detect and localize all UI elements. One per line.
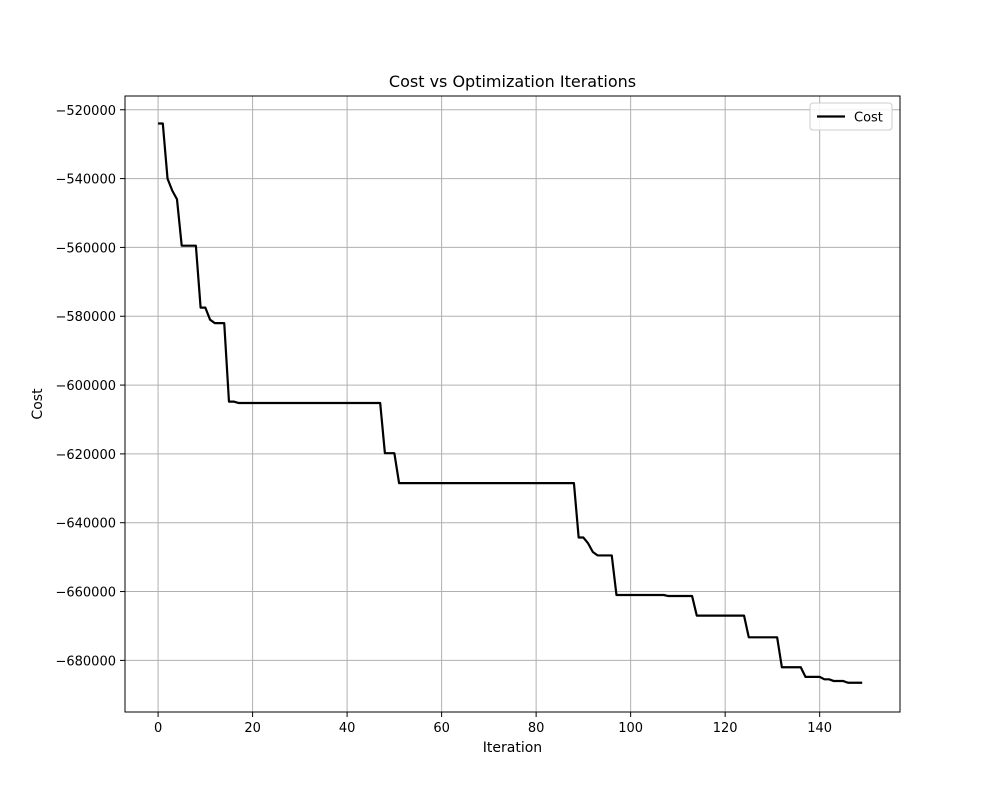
y-tick-label: −580000 (55, 310, 116, 325)
x-tick-label: 80 (528, 721, 545, 736)
x-tick-label: 0 (154, 721, 162, 736)
x-tick-label: 60 (433, 721, 450, 736)
plot-frame (124, 95, 901, 713)
x-axis-label: Iteration (483, 740, 542, 756)
y-tick-label: −640000 (55, 517, 116, 532)
y-tick-label: −600000 (55, 379, 116, 394)
y-tick-label: −540000 (55, 173, 116, 188)
legend-label: Cost (854, 111, 883, 126)
grid-lines (125, 96, 900, 712)
series-layer (158, 122, 863, 684)
y-tick-label: −660000 (55, 586, 116, 601)
x-tick-label: 20 (244, 721, 261, 736)
x-tick-label: 120 (713, 721, 738, 736)
x-tick-label: 140 (807, 721, 832, 736)
axis-ticks: 0 20 40 60 80 100 120 140 −520000 −540000 −560000 −… (55, 104, 832, 736)
y-tick-label: −620000 (55, 448, 116, 463)
x-tick-label: 100 (618, 721, 643, 736)
series-line-cost (158, 122, 863, 684)
y-tick-label: −680000 (55, 654, 116, 669)
chart-title: Cost vs Optimization Iterations (389, 72, 636, 91)
y-axis-label: Cost (30, 388, 46, 420)
y-tick-label: −520000 (55, 104, 116, 119)
x-tick-label: 40 (339, 721, 356, 736)
legend: Cost (809, 102, 893, 131)
legend-box (809, 102, 893, 131)
y-tick-label: −560000 (55, 241, 116, 256)
